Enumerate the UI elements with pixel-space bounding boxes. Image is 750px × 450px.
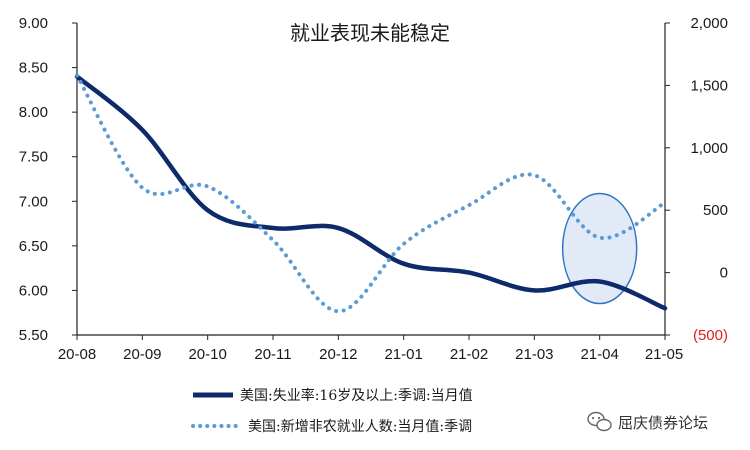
- right-tick-label: (500): [693, 327, 728, 344]
- left-tick-label: 7.50: [19, 149, 48, 166]
- x-tick-label: 21-01: [384, 346, 422, 363]
- x-tick-label: 20-10: [188, 346, 226, 363]
- right-tick-label: 1,000: [690, 140, 728, 157]
- highlight-ellipse: [561, 192, 638, 305]
- right-tick-label: 2,000: [690, 15, 728, 32]
- x-tick-label: 21-03: [515, 346, 553, 363]
- right-tick-label: 1,500: [690, 77, 728, 94]
- plot-area: 9.00 8.50 8.00 7.50 7.00 6.50 6.00 5.50 2,000 1,5…: [19, 15, 728, 363]
- watermark-text: 屈庆债券论坛: [618, 414, 708, 432]
- left-tick-label: 6.50: [19, 238, 48, 255]
- watermark: 屈庆债券论坛: [587, 411, 708, 432]
- x-tick-label: 20-08: [58, 346, 96, 363]
- left-tick-label: 7.00: [19, 193, 48, 210]
- series-line-unemployment: [74, 74, 668, 311]
- x-tick-label: 20-12: [319, 346, 357, 363]
- left-tick-label: 8.50: [19, 60, 48, 77]
- legend-label-unemployment: 美国:失业率:16岁及以上:季调:当月值: [240, 387, 473, 404]
- left-tick-label: 9.00: [19, 15, 48, 32]
- x-tick-label: 21-04: [580, 346, 618, 363]
- x-tick-label: 21-05: [645, 346, 683, 363]
- legend-label-nonfarm: 美国:新增非农就业人数:当月值:季调: [248, 419, 472, 435]
- x-tick-label: 21-02: [450, 346, 488, 363]
- x-tick-label: 20-09: [123, 346, 161, 363]
- left-tick-label: 5.50: [19, 327, 48, 344]
- wechat-icon: [587, 411, 612, 432]
- right-tick-label: 500: [703, 202, 728, 219]
- x-tick-label: 20-11: [254, 346, 291, 363]
- chart-title: 就业表现未能稳定: [290, 21, 450, 45]
- left-tick-label: 6.00: [19, 282, 48, 299]
- right-tick-label: 0: [720, 265, 728, 282]
- left-tick-label: 8.00: [19, 104, 48, 121]
- legend: 美国:失业率:16岁及以上:季调:当月值 美国:新增非农就业人数:当月值:季调: [191, 387, 473, 435]
